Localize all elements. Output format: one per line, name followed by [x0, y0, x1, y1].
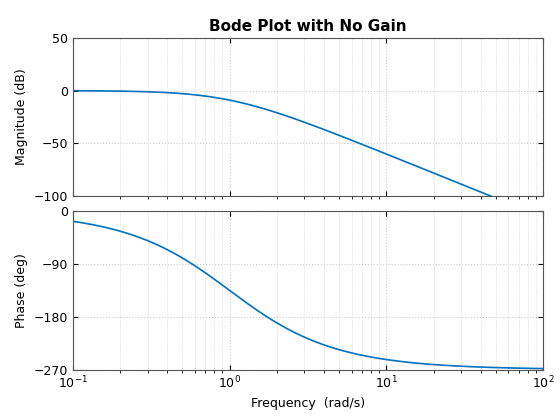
- Title: Bode Plot with No Gain: Bode Plot with No Gain: [209, 19, 407, 34]
- X-axis label: Frequency  (rad/s): Frequency (rad/s): [251, 396, 365, 410]
- Y-axis label: Magnitude (dB): Magnitude (dB): [15, 68, 28, 165]
- Y-axis label: Phase (deg): Phase (deg): [15, 253, 28, 328]
